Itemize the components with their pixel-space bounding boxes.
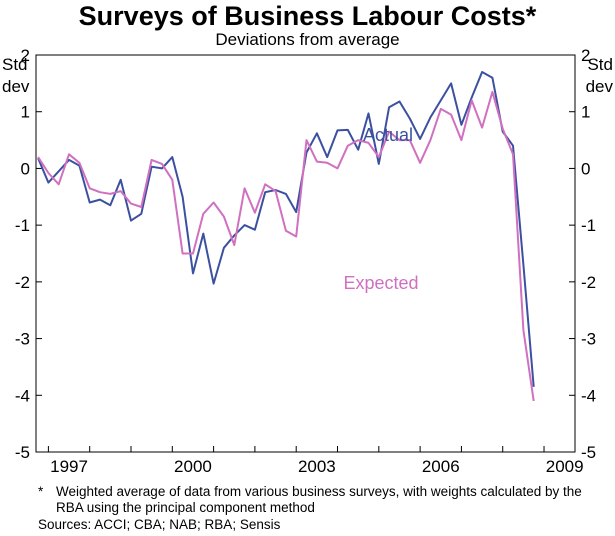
y-tick-label-right: 2 bbox=[581, 46, 590, 65]
y-tick-label-left: 0 bbox=[21, 159, 30, 178]
series-label-expected: Expected bbox=[343, 273, 418, 293]
chart-subtitle: Deviations from average bbox=[215, 30, 400, 49]
y-tick-label-left: -3 bbox=[15, 330, 30, 349]
footnote: * Weighted average of data from various … bbox=[38, 484, 598, 516]
x-tick-label: 1997 bbox=[50, 457, 88, 476]
footnote-marker: * bbox=[38, 484, 44, 499]
plot-frame bbox=[35, 54, 576, 453]
x-tick-label: 2006 bbox=[422, 457, 460, 476]
y-tick-label-right: -2 bbox=[581, 273, 596, 292]
series-label-actual: Actual bbox=[363, 125, 413, 145]
y-tick-label-left: 2 bbox=[21, 46, 30, 65]
series-line-expected bbox=[37, 90, 535, 402]
y-unit-left-line1: Std bbox=[2, 55, 28, 74]
x-tick-label: 2003 bbox=[298, 457, 336, 476]
x-tick-label: 2009 bbox=[546, 457, 584, 476]
y-tick-label-left: -1 bbox=[15, 216, 30, 235]
y-tick-label-left: -5 bbox=[15, 443, 30, 462]
y-tick-label-right: -4 bbox=[581, 386, 596, 405]
y-tick-label-right: 1 bbox=[581, 103, 590, 122]
y-tick-label-right: -3 bbox=[581, 330, 596, 349]
sources-note: Sources: ACCI; CBA; NAB; RBA; Sensis bbox=[38, 517, 281, 532]
series-line-actual bbox=[37, 71, 535, 387]
y-tick-label-right: -1 bbox=[581, 216, 596, 235]
y-unit-right-line2: dev bbox=[586, 77, 614, 96]
x-tick-label: 2000 bbox=[174, 457, 212, 476]
footnote-text: Weighted average of data from various bu… bbox=[56, 484, 582, 515]
y-unit-right-line1: Std bbox=[587, 55, 613, 74]
chart-area: 2 2 1 1 0 0 -1 -1 -2 -2 -3 -3 -4 -4 -5 -5 Std dev Std dev 19… bbox=[2, 46, 614, 476]
y-tick-label-left: 1 bbox=[21, 103, 30, 122]
chart-title: Surveys of Business Labour Costs* bbox=[78, 1, 537, 31]
y-tick-label-right: 0 bbox=[581, 159, 590, 178]
y-unit-left-line2: dev bbox=[2, 77, 30, 96]
y-tick-label-left: -2 bbox=[15, 273, 30, 292]
y-tick-label-right: -5 bbox=[581, 443, 596, 462]
y-tick-label-left: -4 bbox=[15, 386, 30, 405]
